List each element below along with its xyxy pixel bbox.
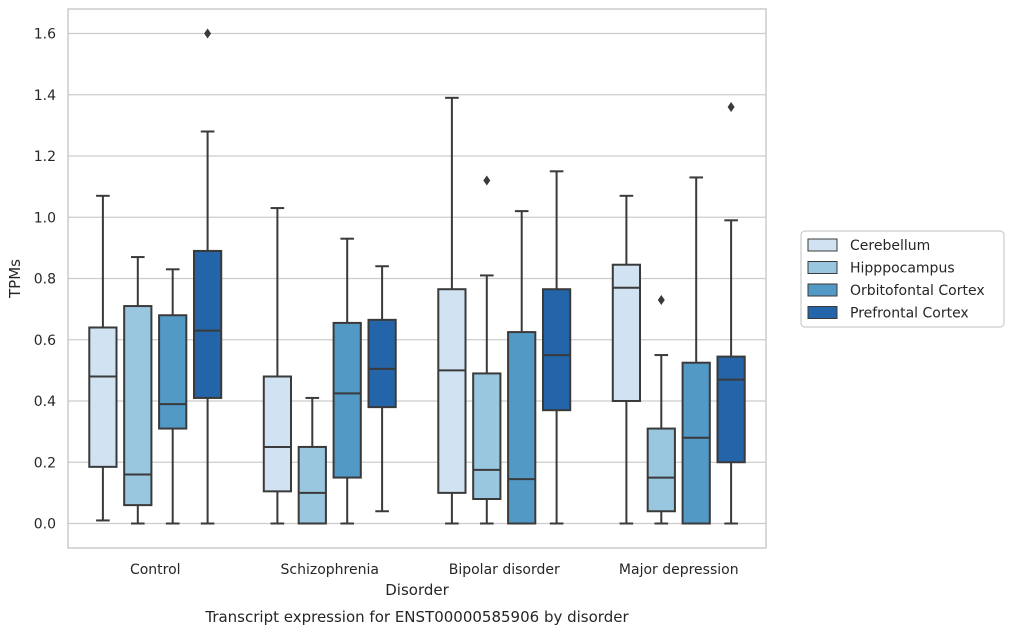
iqr-box bbox=[297, 445, 327, 525]
iqr-box bbox=[262, 375, 293, 493]
iqr-box bbox=[192, 249, 223, 399]
iqr-box bbox=[472, 372, 502, 500]
x-tick-label: Schizophrenia bbox=[281, 562, 379, 578]
box-plot-marks bbox=[88, 28, 746, 525]
iqr-box bbox=[437, 288, 467, 494]
legend-swatch bbox=[807, 306, 838, 319]
iqr-box bbox=[646, 427, 676, 513]
iqr-box bbox=[332, 321, 362, 479]
iqr-box bbox=[716, 355, 746, 464]
plot-frame bbox=[67, 8, 767, 549]
iqr-box bbox=[507, 331, 537, 525]
y-tick-label: 1.2 bbox=[34, 149, 56, 165]
x-axis-title: Disorder bbox=[385, 581, 449, 599]
legend-label: Orbitofontal Cortex bbox=[850, 283, 985, 299]
outlier-point bbox=[657, 294, 665, 305]
box-hipppocampus-0 bbox=[123, 256, 153, 525]
legend-swatch bbox=[807, 261, 838, 274]
box-cerebellum-1 bbox=[262, 207, 293, 525]
iqr-box bbox=[611, 263, 642, 402]
iqr-box bbox=[367, 318, 397, 409]
box-prefrontal-cortex-2 bbox=[541, 170, 572, 525]
iqr-box bbox=[541, 288, 572, 412]
legend-frame bbox=[800, 230, 1005, 328]
box-orbitofontal-cortex-3 bbox=[681, 176, 711, 525]
y-tick-label: 1.4 bbox=[34, 88, 56, 104]
box-orbitofontal-cortex-0 bbox=[158, 268, 188, 525]
iqr-box bbox=[123, 305, 153, 507]
box-cerebellum-3 bbox=[611, 194, 642, 525]
y-tick-labels: 0.0 0.2 0.4 0.6 0.8 1.0 1.2 1.4 1.6 bbox=[34, 27, 56, 533]
outlier-point bbox=[727, 102, 735, 112]
y-tick-label: 1.6 bbox=[34, 27, 56, 43]
x-tick-labels: Control Schizophrenia Bipolar disorder Majo… bbox=[130, 562, 739, 578]
box-prefrontal-cortex-0 bbox=[192, 28, 223, 525]
y-tick-label: 0.8 bbox=[34, 272, 56, 288]
box-cerebellum-0 bbox=[88, 194, 118, 522]
outlier-point bbox=[204, 28, 212, 39]
box-prefrontal-cortex-3 bbox=[716, 102, 746, 525]
legend-label: Cerebellum bbox=[850, 238, 930, 254]
chart-caption: Transcript expression for ENST0000058590… bbox=[204, 608, 629, 626]
box-hipppocampus-2 bbox=[472, 175, 502, 525]
box-orbitofontal-cortex-1 bbox=[332, 237, 362, 525]
box-orbitofontal-cortex-2 bbox=[507, 210, 537, 525]
legend-swatch bbox=[807, 238, 838, 252]
y-tick-label: 0.6 bbox=[34, 333, 56, 349]
box-prefrontal-cortex-1 bbox=[367, 265, 397, 513]
box-cerebellum-2 bbox=[437, 96, 467, 525]
legend: Cerebellum Hipppocampus Orbitofontal Corte… bbox=[800, 230, 1005, 328]
box-hipppocampus-1 bbox=[297, 396, 327, 525]
legend-swatch bbox=[807, 283, 838, 297]
legend-label: Prefrontal Cortex bbox=[850, 306, 969, 322]
y-tick-label: 0.2 bbox=[34, 455, 56, 471]
iqr-box bbox=[88, 326, 118, 468]
box-hipppocampus-3 bbox=[646, 294, 676, 525]
y-tick-label: 0.4 bbox=[34, 394, 56, 410]
legend-label: Hipppocampus bbox=[850, 261, 955, 277]
outlier-point bbox=[483, 175, 491, 186]
iqr-box bbox=[158, 314, 188, 430]
x-tick-label: Control bbox=[130, 562, 181, 578]
iqr-box bbox=[681, 361, 711, 525]
x-tick-label: Major depression bbox=[619, 562, 739, 578]
y-tick-label: 1.0 bbox=[34, 210, 56, 226]
y-axis-title: TPMs bbox=[6, 259, 24, 299]
x-tick-label: Bipolar disorder bbox=[449, 562, 560, 578]
y-tick-label: 0.0 bbox=[34, 517, 56, 533]
